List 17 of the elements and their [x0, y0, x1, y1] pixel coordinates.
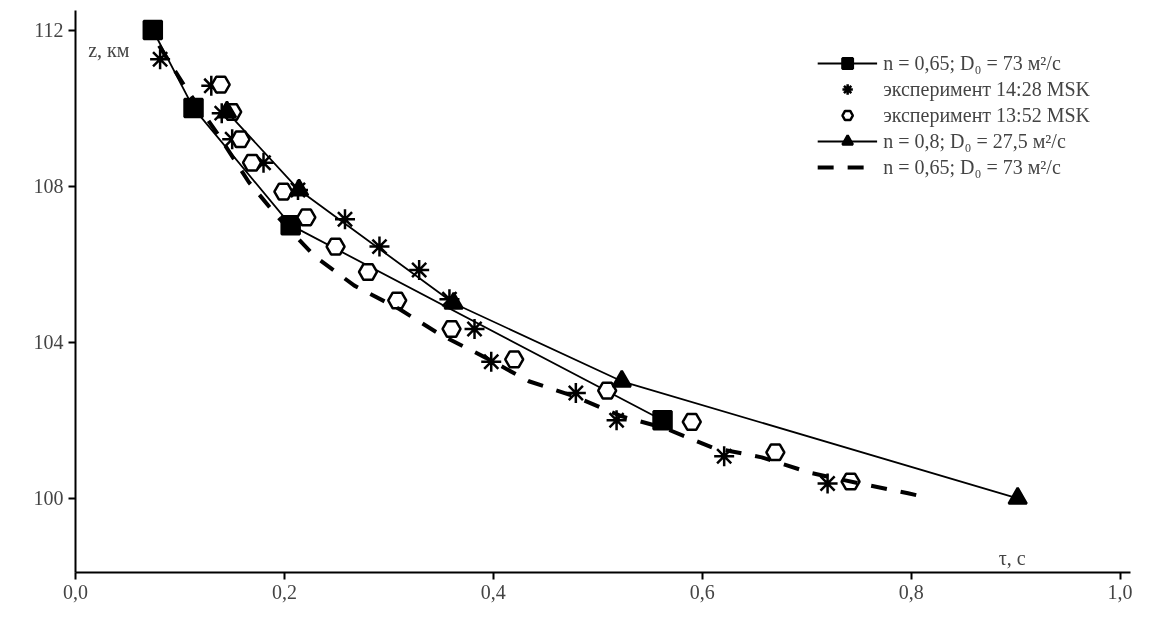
- y-tick-label: 104: [33, 331, 64, 354]
- legend-label: эксперимент 14:28 MSK: [883, 76, 1090, 102]
- y-tick-label: 112: [34, 19, 64, 42]
- x-tick-label: 0,0: [63, 580, 88, 603]
- x-tick-label: 0,8: [898, 580, 924, 603]
- y-axis-title: z, км: [88, 39, 130, 62]
- y-tick-label: 108: [33, 175, 64, 198]
- legend-label: n = 0,8; D₀ = 27,5 м²/с: [883, 128, 1066, 154]
- legend-label: эксперимент 13:52 MSK: [883, 102, 1090, 128]
- x-tick-label: 0,2: [271, 580, 297, 603]
- y-tick-label: 100: [33, 487, 64, 510]
- x-tick-label: 0,4: [480, 580, 506, 603]
- x-tick-label: 0,6: [689, 580, 715, 603]
- x-tick-label: 1,0: [1107, 580, 1133, 603]
- x-axis-title: τ, с: [998, 546, 1026, 569]
- legend-label: n = 0,65; D₀ = 73 м²/с: [883, 154, 1061, 180]
- legend-label: n = 0,65; D₀ = 73 м²/с: [883, 50, 1061, 76]
